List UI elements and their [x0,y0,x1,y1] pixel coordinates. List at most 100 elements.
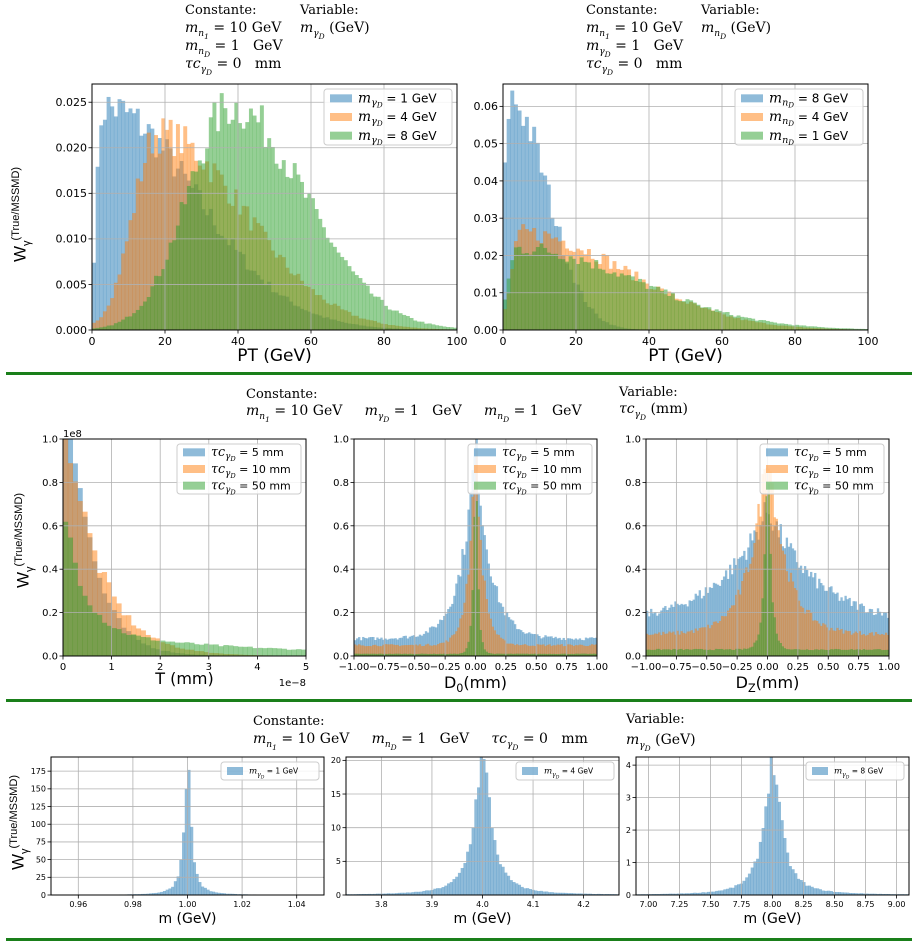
bar [124,241,129,330]
bar [694,648,697,656]
bar [356,645,359,656]
y-tick-label: 4 [626,761,631,770]
bar [155,640,161,656]
bar [467,574,470,656]
bar [400,654,403,656]
bar [854,601,857,656]
bar [785,649,789,656]
bar [807,885,812,895]
bar [132,313,137,330]
bar [751,557,754,656]
bar [168,888,172,895]
bar [168,119,173,330]
bar [398,313,403,330]
bar [446,327,450,330]
bar [674,601,677,656]
bar [854,893,858,895]
bar [416,653,420,656]
bar [870,649,874,656]
bar [532,645,535,656]
bar [139,305,144,330]
bar [747,317,752,330]
bar [878,611,882,656]
y-tick-label: 0.05 [474,137,499,150]
bar [791,325,796,330]
x-tick-label: 1.00 [878,662,900,673]
bar [612,272,617,330]
bar [834,630,837,656]
bar [824,327,829,330]
bar [781,550,784,656]
bar [765,496,768,656]
bar [572,654,576,656]
bar [761,828,765,895]
bar [645,288,650,330]
bar [416,321,421,330]
bar [873,893,877,895]
bar [544,653,547,656]
bar [424,644,428,656]
bar [189,642,195,656]
bar [860,634,863,656]
bar [467,641,470,656]
bar [828,630,831,656]
x-tick-label: 0.25 [495,662,517,673]
bar [67,537,74,656]
bar [583,261,588,330]
bar [498,864,502,895]
bar [810,612,813,656]
bar [126,634,132,656]
bar [428,627,432,656]
bar [534,634,537,656]
bar [824,890,828,895]
bar [864,635,868,656]
bar [582,645,586,656]
bar [662,649,665,656]
bar [471,496,474,656]
bar [370,646,373,656]
bar [884,893,888,895]
bar [117,274,122,330]
bar [223,645,229,656]
bar [459,618,462,656]
bar [262,648,268,656]
bar [390,644,393,656]
bar [388,653,391,656]
bar [857,893,861,895]
bar [87,605,93,656]
bar [231,893,235,895]
bar [591,893,595,895]
bar [364,646,367,656]
bar [797,600,801,656]
series-2 [92,93,457,330]
bar [526,888,530,895]
bar [491,626,495,656]
bar [818,623,821,656]
bar [497,602,501,656]
bar [757,634,760,656]
x-tick-label: −0.50 [691,662,722,673]
bar [767,793,771,895]
bar [777,640,780,656]
bar [522,632,525,656]
bar [87,533,93,656]
bar [564,653,567,656]
bar [832,649,835,656]
bar [518,645,521,656]
bar [862,893,866,895]
bar [426,654,430,656]
bar [325,237,330,330]
bar [449,882,453,895]
bar [228,645,234,656]
bar [743,648,746,656]
x-tick-label: 0 [89,335,96,348]
bar [597,268,602,330]
bar [443,615,446,656]
info-const-line: mn1 = 10 GeV [586,20,683,41]
bar [102,119,107,330]
legend-swatch [330,131,352,140]
bar [550,253,555,330]
bar [779,544,782,656]
x-axis-label: m (GeV) [158,911,216,927]
bar [803,566,807,656]
